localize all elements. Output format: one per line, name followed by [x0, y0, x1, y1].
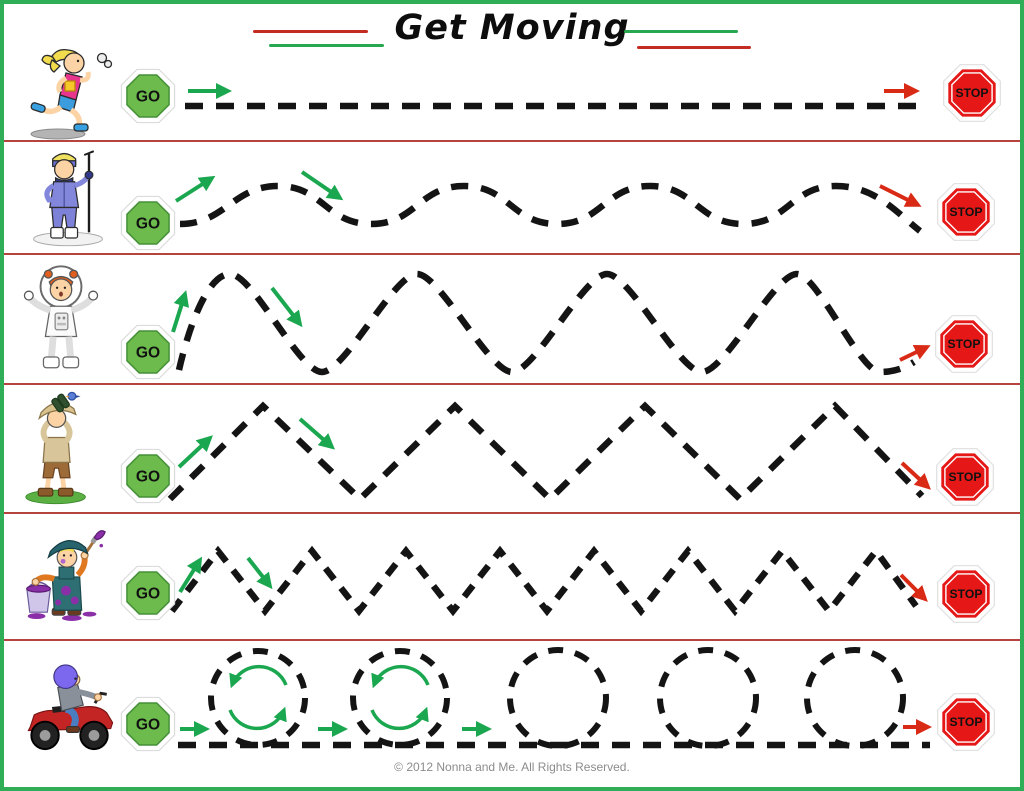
skier-boy-figure	[44, 150, 95, 239]
go-arrow-icon	[171, 290, 190, 333]
stop-sign: STOP	[934, 180, 998, 249]
direction-arrow-icon	[246, 556, 273, 590]
title-line-right-green	[624, 30, 738, 33]
go-octagon	[126, 702, 170, 746]
go-sign: GO	[118, 193, 178, 258]
stop-octagon	[940, 320, 988, 368]
stop-sign: STOP	[932, 312, 996, 381]
tracing-path-row-2	[174, 170, 922, 234]
go-sign: GO	[118, 322, 178, 387]
stop-sign: STOP	[933, 445, 997, 514]
skier-boy-image	[26, 146, 110, 253]
stop-sign: STOP	[934, 690, 998, 759]
stop-label: STOP	[950, 715, 983, 729]
row-separator	[0, 383, 1024, 385]
stop-arrow-icon	[879, 184, 922, 207]
trace-line-zigzag-small	[169, 545, 919, 617]
hiker-figure	[37, 391, 81, 497]
tracing-path-row-6	[178, 647, 932, 749]
tracing-path-row-4	[167, 401, 931, 504]
stop-octagon	[942, 698, 990, 746]
direction-arrow-icon	[300, 170, 344, 201]
stop-octagon	[942, 188, 990, 236]
astronaut-kid-image	[22, 262, 100, 379]
go-label: GO	[136, 585, 160, 602]
go-label: GO	[136, 716, 160, 733]
go-octagon	[126, 201, 170, 245]
row-separator	[0, 140, 1024, 142]
tracing-path-row-1	[185, 83, 928, 110]
loop-circle	[507, 647, 609, 749]
go-sign: GO	[118, 694, 178, 759]
row-separator	[0, 639, 1024, 641]
runner-girl-figure	[30, 48, 113, 132]
quad-rider-image	[24, 662, 118, 759]
stop-ring	[944, 456, 986, 498]
stop-label: STOP	[956, 86, 989, 100]
rotate-arrow-icon	[370, 706, 429, 731]
go-sign: GO	[118, 446, 178, 511]
stop-octagon	[941, 453, 989, 501]
rotate-arrow-icon	[229, 664, 288, 689]
stop-label: STOP	[950, 587, 983, 601]
tracing-path-row-3	[171, 270, 931, 376]
painter-kid-image	[22, 526, 108, 627]
stop-sign: STOP	[934, 562, 998, 631]
hiker-with-binoculars-image	[22, 390, 94, 511]
loop-circle	[208, 648, 308, 748]
stop-ring	[945, 701, 987, 743]
go-octagon	[126, 454, 170, 498]
rotate-arrow-icon	[371, 664, 430, 689]
trace-line-tall-wave	[175, 270, 916, 376]
stop-ring	[943, 323, 985, 365]
go-octagon	[126, 571, 170, 615]
direction-arrow-icon	[298, 417, 336, 450]
copyright-text: © 2012 Nonna and Me. All Rights Reserved…	[394, 760, 630, 774]
stop-label: STOP	[949, 470, 982, 484]
stop-label: STOP	[950, 205, 983, 219]
row-separator	[0, 512, 1024, 514]
go-sign: GO	[118, 66, 178, 131]
stop-octagon	[942, 570, 990, 618]
page-title: Get Moving	[394, 8, 630, 48]
painter-figure	[26, 530, 106, 622]
loop-circle	[804, 647, 906, 749]
go-label: GO	[136, 468, 160, 485]
stop-arrow-icon	[900, 461, 931, 490]
go-arrow-icon	[177, 435, 213, 469]
title-line-right-red	[637, 46, 751, 49]
go-octagon	[126, 74, 170, 118]
runner-girl-image	[18, 48, 118, 145]
stop-arrow-icon	[899, 573, 928, 602]
go-label: GO	[136, 344, 160, 361]
stop-ring	[945, 191, 987, 233]
trace-line-wave	[179, 182, 922, 234]
tracing-path-row-5	[169, 545, 928, 617]
stop-label: STOP	[948, 337, 981, 351]
stop-sign: STOP	[940, 61, 1004, 130]
go-label: GO	[136, 88, 160, 105]
stop-ring	[951, 72, 993, 114]
astronaut-figure	[23, 265, 99, 369]
go-label: GO	[136, 215, 160, 232]
trace-line-zigzag-large	[167, 401, 925, 504]
go-sign: GO	[118, 563, 178, 628]
loop-circle	[657, 647, 759, 749]
quad-rider-figure	[27, 664, 114, 751]
stop-ring	[945, 573, 987, 615]
grass-shape	[25, 489, 86, 505]
go-arrow-icon	[178, 556, 203, 594]
direction-arrow-icon	[270, 286, 303, 328]
row-separator	[0, 253, 1024, 255]
puddle-shape	[30, 128, 86, 140]
stop-octagon	[948, 69, 996, 117]
title-line-left-red	[253, 30, 368, 33]
stop-arrow-icon	[899, 344, 931, 362]
go-arrow-icon	[174, 175, 216, 203]
loop-circle	[350, 648, 450, 748]
title-line-left-green	[269, 44, 384, 47]
go-octagon	[126, 330, 170, 374]
rotate-arrow-icon	[228, 706, 287, 731]
